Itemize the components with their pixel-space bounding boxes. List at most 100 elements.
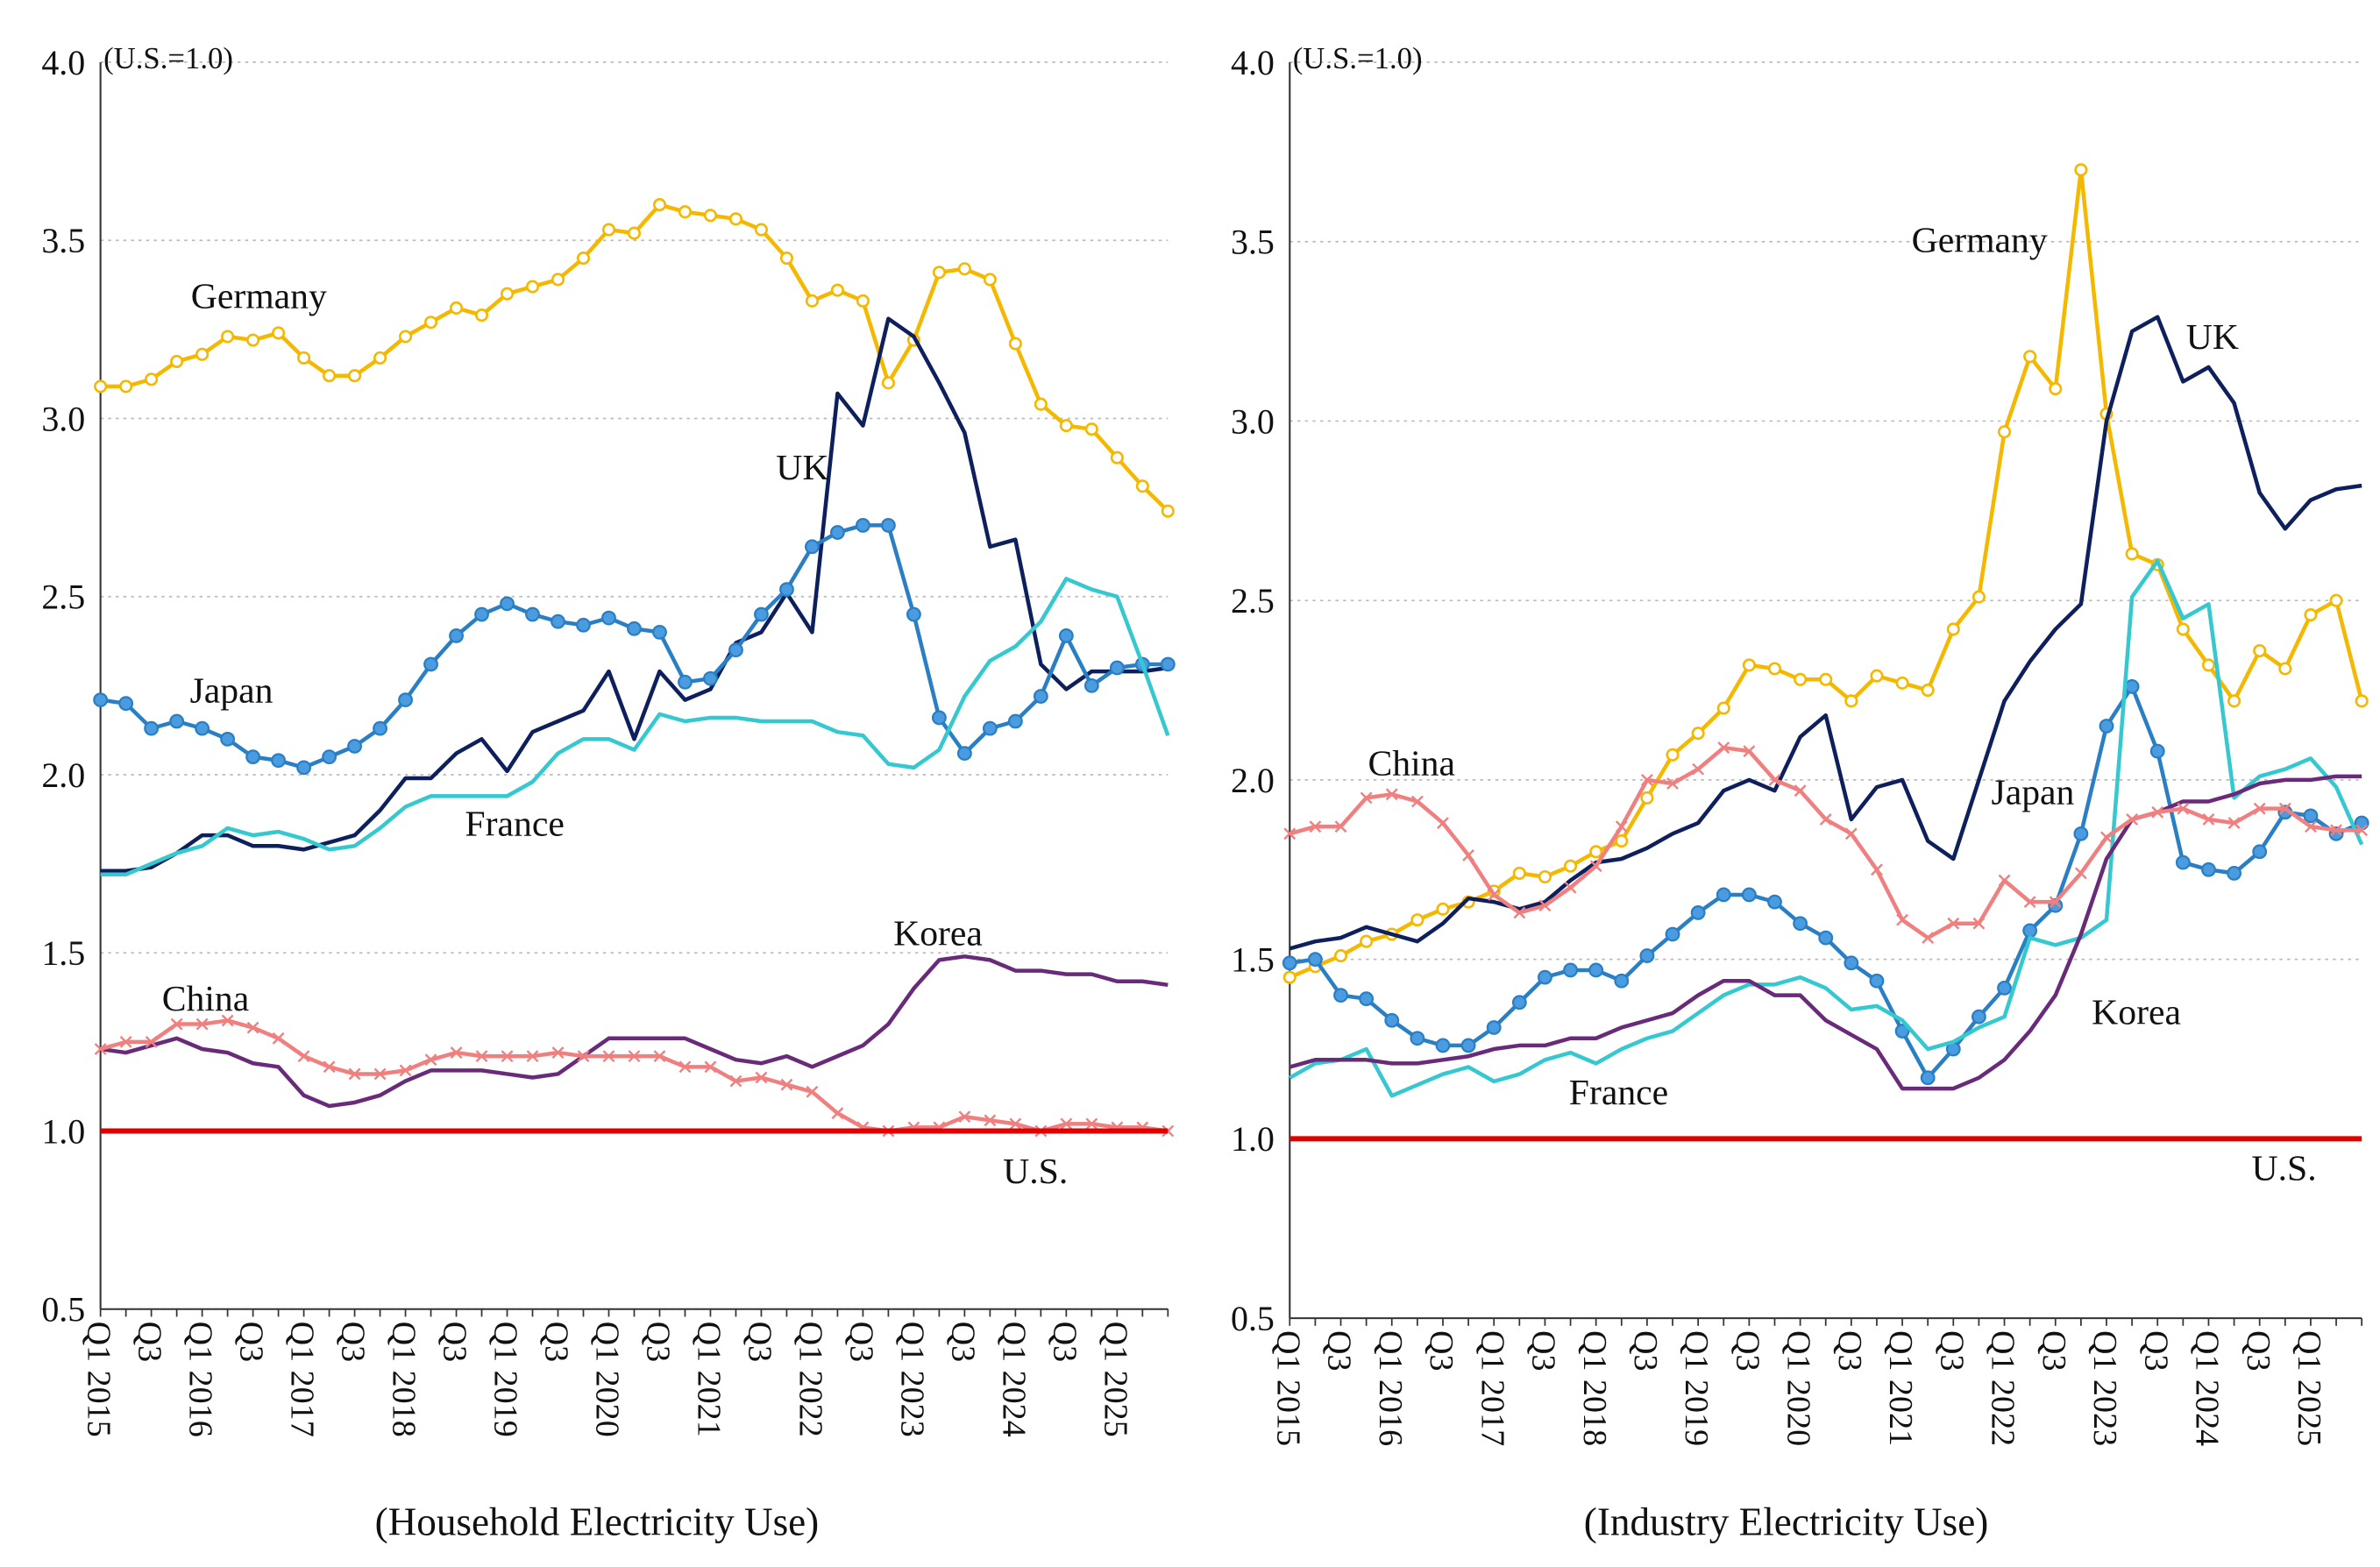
point: [475, 1050, 488, 1063]
y-tick-label: 2.5: [1231, 581, 1275, 620]
series-line: [1289, 558, 2364, 1098]
point: [627, 620, 642, 636]
series-line: [1289, 315, 2362, 951]
y-tick-label: 1.0: [1231, 1119, 1275, 1159]
point: [906, 606, 921, 622]
point: [627, 226, 642, 240]
x-tick-label: Q1 2017: [1474, 1330, 1510, 1446]
point: [1283, 827, 1297, 840]
point: [1462, 848, 1475, 861]
point: [1110, 450, 1124, 464]
point: [220, 731, 236, 747]
point: [2252, 844, 2268, 860]
x-tick-label: Q3: [1627, 1330, 1664, 1372]
point: [2202, 813, 2215, 826]
point: [1716, 701, 1730, 715]
x-tick-label: Q3: [1729, 1330, 1765, 1372]
point: [525, 280, 540, 294]
point: [424, 1053, 437, 1067]
point: [2304, 820, 2317, 833]
point: [501, 1050, 514, 1063]
point: [297, 1050, 310, 1063]
point: [551, 613, 565, 629]
x-tick-label: Q3: [2240, 1330, 2277, 1372]
point: [1844, 694, 1858, 708]
x-tick-label: Q3: [1525, 1330, 1562, 1372]
point: [272, 1032, 285, 1045]
series-label: Japan: [190, 670, 274, 711]
point: [1767, 662, 1782, 676]
point: [1059, 419, 1073, 433]
point: [754, 223, 768, 237]
y-tick-label: 3.5: [41, 221, 85, 260]
x-tick-label: Q1 2024: [995, 1322, 1032, 1437]
point: [652, 198, 667, 212]
point: [348, 1067, 361, 1081]
point: [1437, 817, 1449, 829]
point: [1768, 774, 1781, 786]
point: [2355, 824, 2369, 837]
point: [2253, 643, 2267, 658]
point: [347, 739, 362, 754]
point: [804, 539, 820, 555]
point: [1716, 887, 1731, 903]
x-tick-label: Q3: [335, 1322, 372, 1363]
point: [729, 1074, 742, 1088]
x-tick-label: Q3: [131, 1322, 168, 1363]
point: [2278, 662, 2292, 676]
point: [373, 720, 387, 736]
series-label: Korea: [893, 913, 983, 954]
point: [474, 308, 489, 323]
y-tick-label: 1.5: [41, 933, 85, 973]
point: [551, 273, 565, 287]
point: [1690, 905, 1706, 920]
point: [1309, 820, 1322, 833]
point: [1794, 672, 1808, 686]
point: [1161, 504, 1175, 518]
point: [297, 351, 311, 365]
point: [2074, 163, 2088, 177]
point: [984, 1114, 997, 1127]
point: [856, 294, 870, 308]
point: [1998, 874, 2011, 887]
x-tick-label: Q3: [1046, 1322, 1083, 1363]
point: [1589, 860, 1602, 873]
point: [323, 369, 337, 383]
point: [1640, 774, 1653, 786]
point: [2354, 815, 2369, 831]
series-line: [1289, 774, 2362, 1091]
x-tick-label: Q1 2015: [1269, 1330, 1306, 1446]
point: [2329, 593, 2343, 607]
point: [1563, 962, 1578, 978]
point: [1538, 969, 1552, 985]
point: [1410, 913, 1424, 927]
y-tick-label: 0.5: [41, 1290, 85, 1329]
point: [221, 1014, 234, 1027]
x-tick-label: Q1 2016: [1372, 1330, 1409, 1446]
point: [830, 283, 844, 297]
point: [1895, 676, 1909, 690]
point: [169, 713, 185, 729]
series-line: [100, 577, 1170, 877]
point: [1109, 660, 1125, 676]
series-label: Germany: [1912, 220, 2048, 260]
point: [1971, 1009, 1986, 1025]
point: [2201, 658, 2216, 672]
point: [2175, 854, 2191, 870]
x-tick-label: Q3: [2035, 1330, 2072, 1372]
x-tick-label: Q1 2018: [386, 1322, 423, 1437]
point: [1488, 889, 1501, 901]
point: [423, 656, 438, 672]
point: [272, 326, 286, 340]
point: [1282, 955, 1297, 971]
point: [1008, 337, 1022, 351]
series-line: [100, 316, 1169, 873]
x-tick-label: Q1 2023: [893, 1322, 930, 1437]
point: [1870, 669, 1884, 683]
y-tick-label: 2.5: [41, 578, 85, 617]
point: [880, 518, 896, 533]
point: [576, 252, 591, 266]
point: [94, 379, 108, 394]
point: [2303, 808, 2319, 824]
x-tick-label: Q3: [538, 1322, 575, 1363]
